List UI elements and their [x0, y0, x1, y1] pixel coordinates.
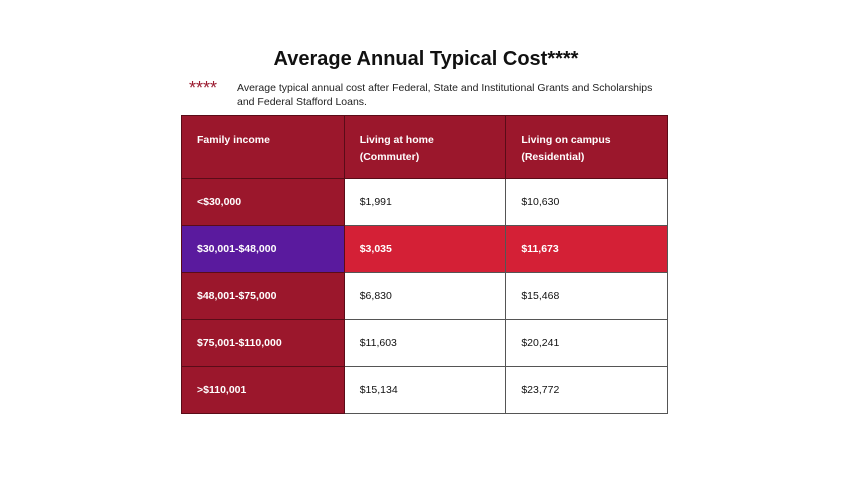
income-cell: $30,001-$48,000 — [181, 225, 345, 273]
campus-cost-cell: $11,673 — [505, 225, 668, 273]
campus-cost-cell: $20,241 — [505, 319, 668, 367]
header-label: Family income — [197, 134, 270, 146]
table-row: >$110,001 $15,134 $23,772 — [181, 366, 668, 414]
footnote-stars: **** — [189, 78, 218, 98]
header-sublabel: (Commuter) — [359, 151, 420, 163]
income-cell: $48,001-$75,000 — [181, 272, 345, 320]
page-title: Average Annual Typical Cost**** — [273, 48, 579, 70]
home-cost-cell: $15,134 — [343, 366, 507, 414]
home-cost-cell: $3,035 — [343, 225, 507, 273]
campus-cost-cell: $15,468 — [505, 272, 668, 320]
cost-table: Family income Living at home (Commuter) L… — [181, 115, 668, 414]
header-living-at-home: Living at home (Commuter) — [343, 115, 507, 179]
footnote-text: Average typical annual cost after Federa… — [237, 82, 653, 108]
income-cell: <$30,000 — [181, 178, 345, 226]
income-cell: >$110,001 — [181, 366, 345, 414]
table-header-row: Family income Living at home (Commuter) L… — [181, 115, 668, 179]
header-label: Living on campus — [521, 134, 611, 146]
campus-cost-cell: $10,630 — [505, 178, 668, 226]
table-row: <$30,000 $1,991 $10,630 — [181, 178, 668, 226]
home-cost-cell: $1,991 — [343, 178, 507, 226]
header-family-income: Family income — [181, 115, 345, 179]
income-cell: $75,001-$110,000 — [181, 319, 345, 367]
home-cost-cell: $6,830 — [343, 272, 507, 320]
header-label: Living at home — [359, 134, 434, 146]
home-cost-cell: $11,603 — [343, 319, 507, 367]
campus-cost-cell: $23,772 — [505, 366, 668, 414]
header-living-on-campus: Living on campus (Residential) — [505, 115, 668, 179]
table-row: $48,001-$75,000 $6,830 $15,468 — [181, 272, 668, 320]
table-row: $75,001-$110,000 $11,603 $20,241 — [181, 319, 668, 367]
header-sublabel: (Residential) — [521, 151, 585, 163]
table-row-highlighted: $30,001-$48,000 $3,035 $11,673 — [181, 225, 668, 273]
